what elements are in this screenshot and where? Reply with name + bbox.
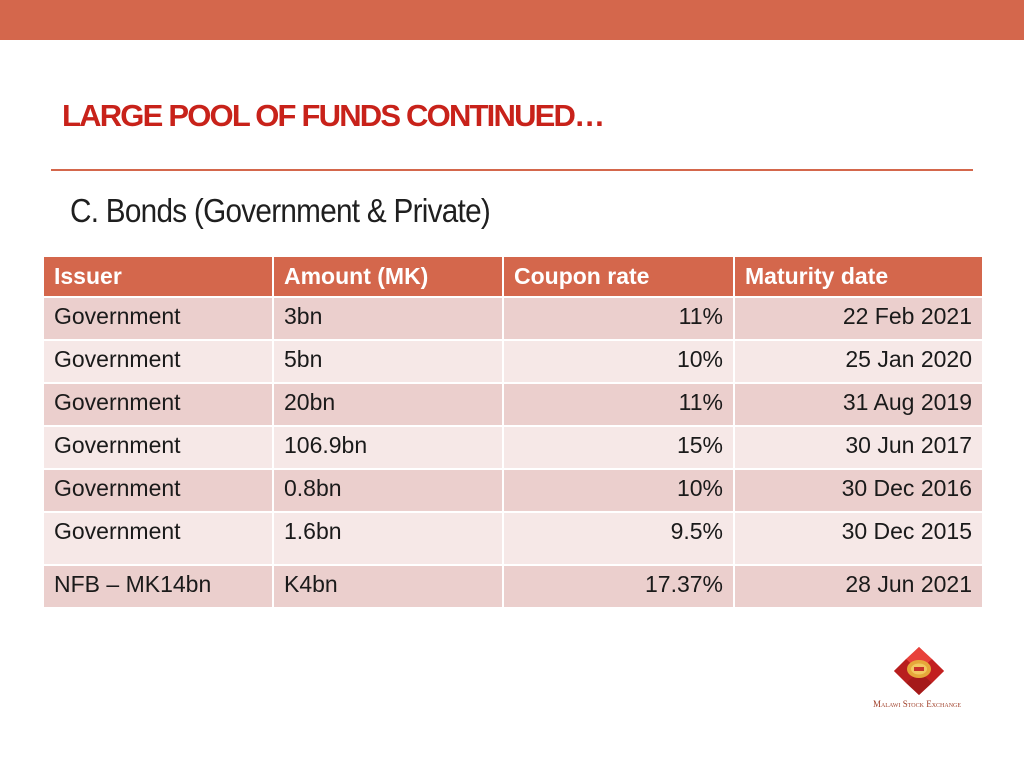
exchange-logo: Malawi Stock Exchange bbox=[862, 645, 972, 715]
cell-amount: 20bn bbox=[272, 382, 504, 427]
cell-maturity-date: 28 Jun 2021 bbox=[733, 564, 984, 609]
table-row: NFB – MK14bn K4bn 17.37% 28 Jun 2021 bbox=[42, 564, 984, 609]
logo-text: Malawi Stock Exchange bbox=[872, 699, 962, 709]
header-maturity-date: Maturity date bbox=[733, 255, 984, 298]
header-amount: Amount (MK) bbox=[272, 255, 504, 298]
malawi-stock-exchange-logo-icon bbox=[894, 647, 944, 695]
cell-maturity-date: 31 Aug 2019 bbox=[733, 382, 984, 427]
cell-maturity-date: 30 Dec 2015 bbox=[733, 511, 984, 566]
slide-title: LARGE POOL OF FUNDS CONTINUED… bbox=[62, 98, 605, 133]
cell-amount: 3bn bbox=[272, 296, 504, 341]
cell-coupon-rate: 11% bbox=[502, 296, 735, 341]
table-row: Government 0.8bn 10% 30 Dec 2016 bbox=[42, 468, 984, 513]
cell-maturity-date: 22 Feb 2021 bbox=[733, 296, 984, 341]
table-row: Government 1.6bn 9.5% 30 Dec 2015 bbox=[42, 511, 984, 566]
cell-coupon-rate: 10% bbox=[502, 468, 735, 513]
cell-issuer: Government bbox=[42, 425, 274, 470]
cell-issuer: Government bbox=[42, 296, 274, 341]
cell-coupon-rate: 17.37% bbox=[502, 564, 735, 609]
header-issuer: Issuer bbox=[42, 255, 274, 298]
cell-amount: 5bn bbox=[272, 339, 504, 384]
table-row: Government 5bn 10% 25 Jan 2020 bbox=[42, 339, 984, 384]
table-header-row: Issuer Amount (MK) Coupon rate Maturity … bbox=[42, 255, 984, 298]
cell-issuer: Government bbox=[42, 511, 274, 566]
table-row: Government 106.9bn 15% 30 Jun 2017 bbox=[42, 425, 984, 470]
bonds-table: Issuer Amount (MK) Coupon rate Maturity … bbox=[42, 255, 984, 609]
cell-coupon-rate: 15% bbox=[502, 425, 735, 470]
cell-maturity-date: 25 Jan 2020 bbox=[733, 339, 984, 384]
cell-issuer: Government bbox=[42, 339, 274, 384]
cell-maturity-date: 30 Dec 2016 bbox=[733, 468, 984, 513]
cell-issuer: NFB – MK14bn bbox=[42, 564, 274, 609]
cell-coupon-rate: 9.5% bbox=[502, 511, 735, 566]
section-subtitle: C. Bonds (Government & Private) bbox=[70, 192, 491, 229]
top-accent-band bbox=[0, 0, 1024, 40]
cell-amount: 106.9bn bbox=[272, 425, 504, 470]
table-row: Government 3bn 11% 22 Feb 2021 bbox=[42, 296, 984, 341]
title-divider bbox=[51, 169, 973, 171]
cell-coupon-rate: 11% bbox=[502, 382, 735, 427]
cell-amount: 0.8bn bbox=[272, 468, 504, 513]
cell-issuer: Government bbox=[42, 468, 274, 513]
cell-issuer: Government bbox=[42, 382, 274, 427]
table-row: Government 20bn 11% 31 Aug 2019 bbox=[42, 382, 984, 427]
cell-amount: 1.6bn bbox=[272, 511, 504, 566]
cell-coupon-rate: 10% bbox=[502, 339, 735, 384]
cell-maturity-date: 30 Jun 2017 bbox=[733, 425, 984, 470]
header-coupon-rate: Coupon rate bbox=[502, 255, 735, 298]
cell-amount: K4bn bbox=[272, 564, 504, 609]
